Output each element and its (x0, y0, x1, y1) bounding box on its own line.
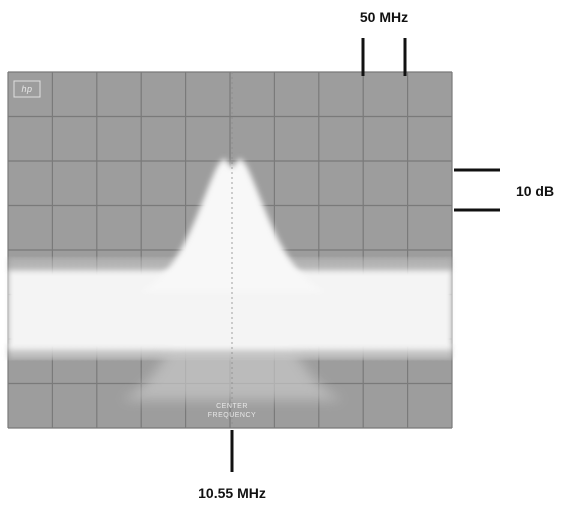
analyzer-screen: hp CENTER FREQUENCY (7, 71, 453, 429)
signal-peak (140, 158, 325, 292)
scale-label: 10 dB (516, 183, 554, 199)
span-label: 50 MHz (360, 9, 408, 25)
center-label: CENTER (216, 403, 248, 410)
center-label: FREQUENCY (208, 412, 256, 419)
center-frequency-label: 10.55 MHz (198, 485, 266, 501)
annotation-markers (230, 38, 500, 472)
logo: hp (21, 84, 32, 94)
logo-box (13, 80, 41, 98)
